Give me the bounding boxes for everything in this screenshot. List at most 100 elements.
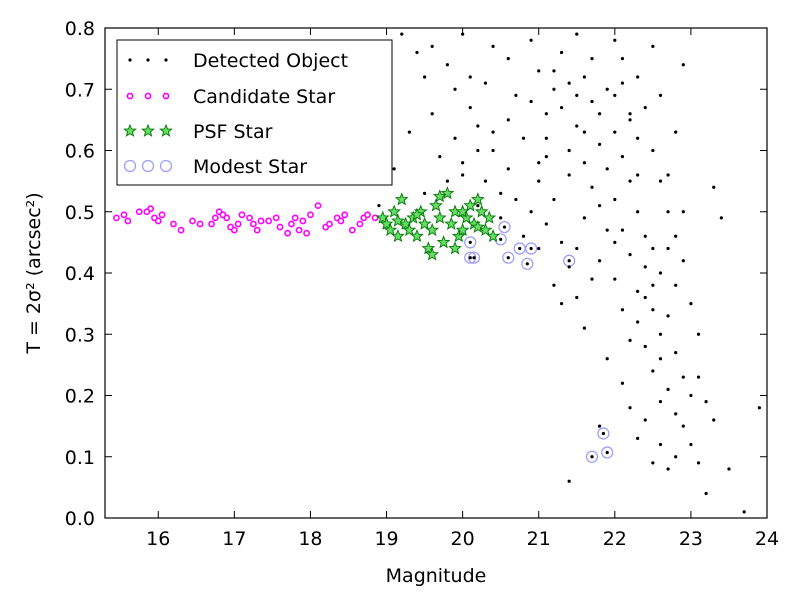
detected-object-point-95 xyxy=(666,467,670,471)
legend: Detected Object Candidate Star PSF Star Mod… xyxy=(116,39,393,186)
psf-star-point-36 xyxy=(470,219,485,233)
modest-star-point-4 xyxy=(498,220,511,234)
candidate-star-point-2 xyxy=(124,217,132,225)
legend-psf-star-marker-point-0 xyxy=(123,123,137,137)
detected-object-point-107 xyxy=(681,63,685,67)
detected-object-point-10 xyxy=(453,136,457,140)
modest-star-dot-8 xyxy=(567,259,571,263)
detected-object-point-93 xyxy=(636,436,640,440)
candidate-star-point-10 xyxy=(189,217,196,225)
detected-object-point-51 xyxy=(582,216,586,220)
detected-object-point-70 xyxy=(636,289,640,293)
legend-candidate-star-marker-point-2 xyxy=(162,92,170,100)
psf-star-point-31 xyxy=(455,204,470,218)
detected-object-point-69 xyxy=(613,277,617,281)
detected-object-point-140 xyxy=(658,179,663,183)
detected-object-point-83 xyxy=(681,375,685,379)
detected-object-point-62 xyxy=(628,179,632,183)
detected-object-point-67 xyxy=(628,253,632,257)
detected-object-point-112 xyxy=(757,406,761,410)
detected-object-point-29 xyxy=(544,155,548,159)
detected-object-point-9 xyxy=(430,112,434,116)
detected-object-point-18 xyxy=(506,57,510,61)
detected-object-point-128 xyxy=(537,161,541,165)
detected-object-point-17 xyxy=(491,130,495,134)
detected-object-point-28 xyxy=(559,50,564,55)
detected-object-point-105 xyxy=(674,130,678,134)
modest-star-point-12 xyxy=(513,242,526,255)
modest-star-dot-1 xyxy=(472,256,476,260)
y-tick-label-2: 0.2 xyxy=(65,386,95,408)
detected-object-point-41 xyxy=(582,75,586,79)
psf-star-point-16 xyxy=(436,235,451,249)
detected-object-point-55 xyxy=(590,277,594,281)
candidate-star-point-9 xyxy=(177,226,185,234)
detected-object-point-11 xyxy=(468,106,472,110)
legend-candidate-star-marker-point-1 xyxy=(144,92,152,100)
detected-object-point-135 xyxy=(605,87,609,91)
detected-object-point-20 xyxy=(521,136,526,140)
modest-star-point-2 xyxy=(464,251,477,264)
detected-object-point-61 xyxy=(636,136,640,140)
detected-object-point-102 xyxy=(712,185,716,189)
legend-entry-candidate-star: Candidate Star xyxy=(126,86,335,108)
detected-object-point-31 xyxy=(552,197,556,202)
detected-object-point-71 xyxy=(651,283,655,287)
detected-object-point-94 xyxy=(696,461,701,465)
candidate-star-point-33 xyxy=(314,202,322,210)
legend-label-detected-object: Detected Object xyxy=(193,50,348,72)
candidate-star-point-27 xyxy=(288,220,295,228)
y-axis-title: T = 2σ² (arcsec²) xyxy=(23,192,45,354)
candidate-star-point-42 xyxy=(364,211,371,219)
detected-object-point-159 xyxy=(461,161,465,165)
modest-star-center-dots xyxy=(468,225,609,459)
candidate-star-point-6 xyxy=(154,217,162,225)
detected-object-point-36 xyxy=(559,240,564,244)
psf-star-point-14 xyxy=(429,198,443,212)
detected-object-point-118 xyxy=(582,326,586,330)
candidate-star-point-46 xyxy=(143,208,151,216)
modest-star-dot-0 xyxy=(468,240,472,244)
detected-object-series xyxy=(377,32,761,514)
detected-object-point-137 xyxy=(636,75,640,79)
detected-object-point-40 xyxy=(575,32,579,36)
legend-candidate-star-marker-point-0 xyxy=(126,92,134,100)
psf-star-point-7 xyxy=(402,222,417,236)
candidate-star-point-24 xyxy=(272,214,280,222)
candidate-star-point-18 xyxy=(234,220,242,228)
candidate-star-point-20 xyxy=(246,214,253,222)
detected-object-point-103 xyxy=(719,216,723,220)
psf-star-point-18 xyxy=(444,216,459,230)
detected-object-point-109 xyxy=(704,491,708,496)
detected-object-point-147 xyxy=(666,246,670,251)
detected-object-point-49 xyxy=(597,204,602,208)
candidate-star-series xyxy=(113,202,379,237)
psf-star-point-9 xyxy=(410,229,424,243)
detected-object-point-88 xyxy=(643,418,647,422)
modest-star-dot-10 xyxy=(601,431,606,436)
legend-psf-star-marker-point-1 xyxy=(141,123,155,137)
detected-object-point-2 xyxy=(422,75,427,79)
detected-object-point-33 xyxy=(521,234,526,238)
candidate-star-point-15 xyxy=(223,214,231,222)
modest-star-point-6 xyxy=(521,257,534,270)
psf-star-point-1 xyxy=(379,216,394,230)
detected-object-point-90 xyxy=(674,455,678,459)
psf-star-point-15 xyxy=(432,210,447,224)
detected-object-point-57 xyxy=(620,81,625,85)
detected-object-point-65 xyxy=(620,228,625,232)
detected-object-point-113 xyxy=(567,479,571,483)
modest-star-point-10 xyxy=(597,427,610,440)
modest-star-point-9 xyxy=(585,450,599,463)
detected-object-point-143 xyxy=(651,246,655,251)
candidate-star-point-44 xyxy=(257,217,265,225)
detected-object-point-131 xyxy=(582,130,586,134)
detected-object-point-7 xyxy=(468,75,472,79)
y-tick-label-1: 0.1 xyxy=(65,447,95,469)
detected-object-point-127 xyxy=(514,197,518,202)
detected-object-point-98 xyxy=(712,418,716,422)
candidate-star-point-40 xyxy=(356,220,364,228)
candidate-star-point-45 xyxy=(196,220,204,228)
detected-object-point-19 xyxy=(514,93,518,97)
detected-object-point-92 xyxy=(689,442,693,447)
